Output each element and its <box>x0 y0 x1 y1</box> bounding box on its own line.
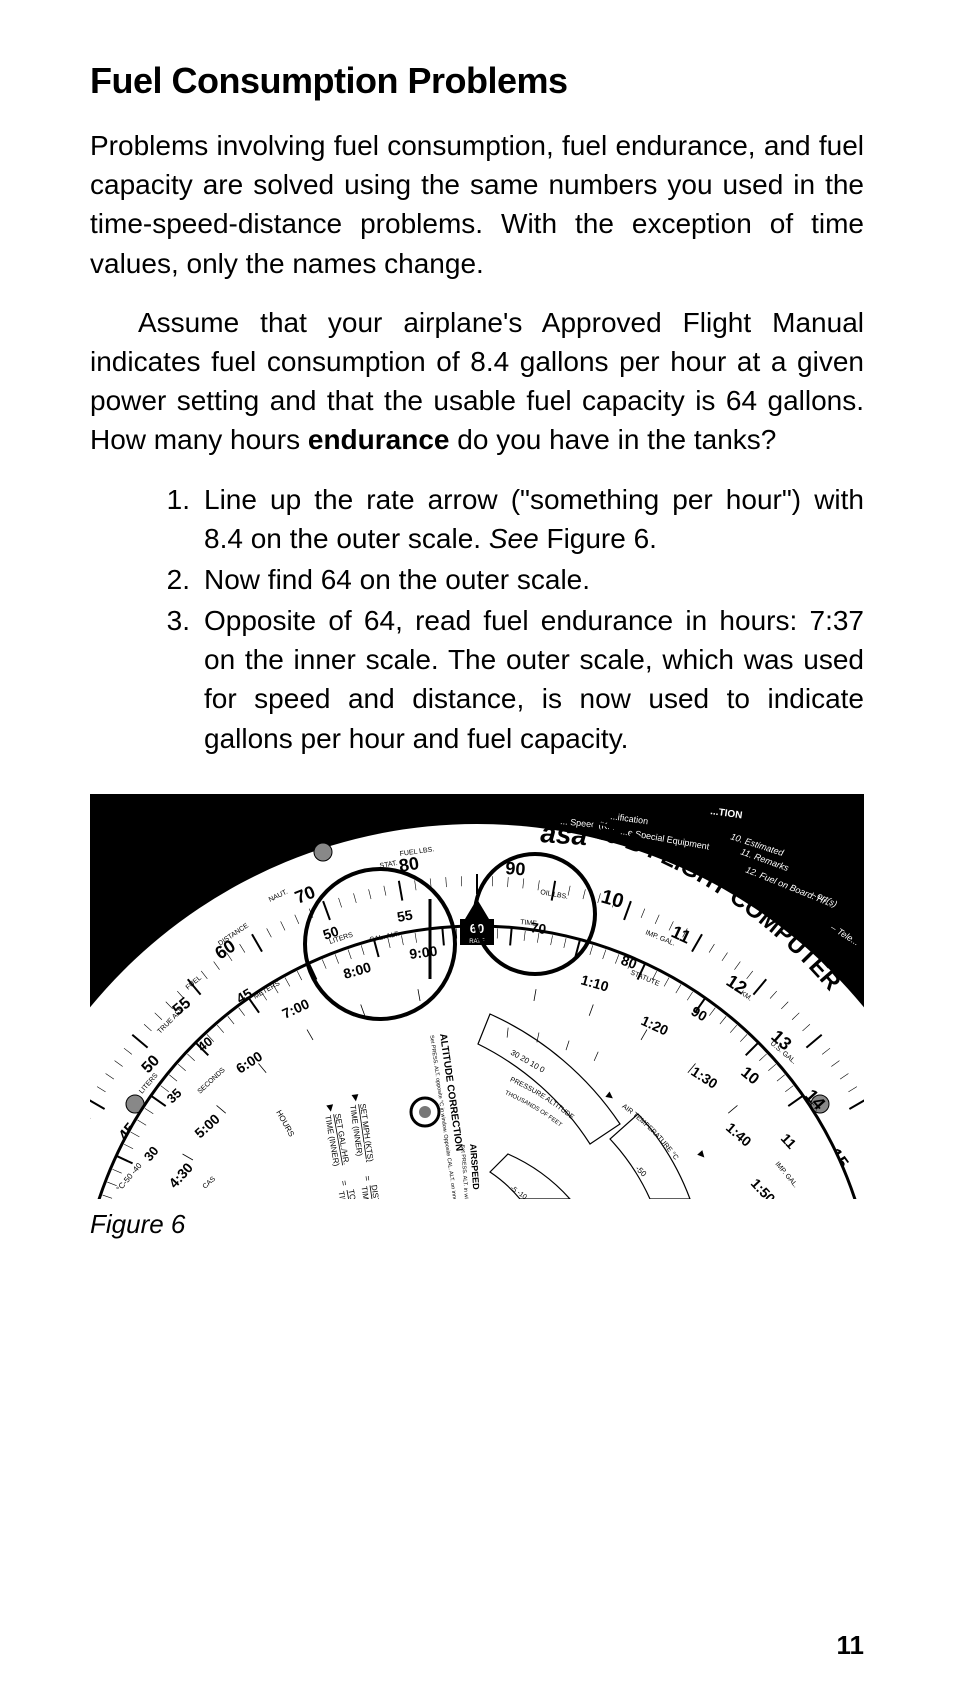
list-text: Line up the rate arrow ("something per h… <box>204 480 864 558</box>
list-item: 2. Now find 64 on the outer scale. <box>160 560 864 599</box>
list-number: 2. <box>160 560 204 599</box>
inner-num: 55 <box>396 906 414 924</box>
paragraph-1: Problems involving fuel consumption, fue… <box>90 126 864 283</box>
list-text: Now find 64 on the outer scale. <box>204 560 864 599</box>
figure-caption: Figure 6 <box>90 1209 864 1240</box>
list-number: 3. <box>160 601 204 758</box>
instructions-list: 1. Line up the rate arrow ("something pe… <box>90 480 864 758</box>
li-pre: Opposite of 64, read fuel endurance in h… <box>204 605 864 754</box>
section-heading: Fuel Consumption Problems <box>90 60 864 102</box>
arrow1: ▶ <box>351 1094 362 1102</box>
brand-text: asa <box>540 817 589 851</box>
list-text: Opposite of 64, read fuel endurance in h… <box>204 601 864 758</box>
li-italic: See <box>489 523 539 554</box>
para2-bold: endurance <box>308 424 450 455</box>
li-pre: Now find 64 on the outer scale. <box>204 564 590 595</box>
para2-post: do you have in the tanks? <box>449 424 776 455</box>
list-number: 1. <box>160 480 204 558</box>
list-item: 3. Opposite of 64, read fuel endurance i… <box>160 601 864 758</box>
e6b-diagram: ...ification ...e Special Equipment ... … <box>90 794 864 1199</box>
paragraph-2: Assume that your airplane's Approved Fli… <box>90 303 864 460</box>
figure-6: ...ification ...e Special Equipment ... … <box>90 794 864 1240</box>
screw-icon <box>314 843 332 861</box>
page-number: 11 <box>837 1630 865 1661</box>
li-post: Figure 6. <box>539 523 657 554</box>
list-item: 1. Line up the rate arrow ("something pe… <box>160 480 864 558</box>
time-num: 9:00 <box>408 942 438 961</box>
